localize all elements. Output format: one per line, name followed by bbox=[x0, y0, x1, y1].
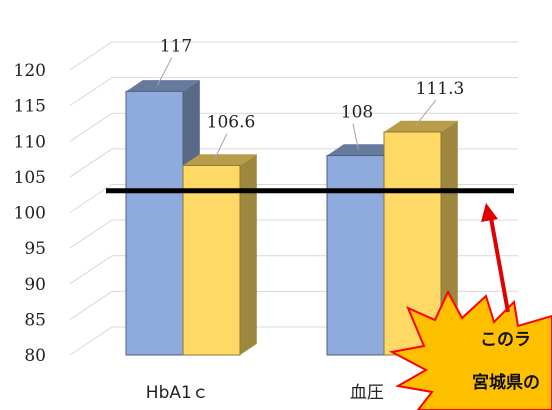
annotation-callout: このラ 宮城県の bbox=[389, 203, 552, 410]
bar-top bbox=[126, 80, 200, 92]
bar-front bbox=[125, 90, 184, 356]
y-tick-label: 85 bbox=[24, 310, 46, 330]
data-label-leader bbox=[213, 133, 228, 160]
bar-front bbox=[182, 164, 241, 356]
bar bbox=[182, 154, 257, 356]
data-label: 108 bbox=[341, 103, 373, 123]
data-label: 106.6 bbox=[207, 112, 256, 132]
data-label: 117 bbox=[160, 36, 192, 56]
y-tick-label: 100 bbox=[14, 204, 46, 224]
bar-side bbox=[240, 154, 257, 355]
category-labels: HbA1ｃ 血圧 bbox=[146, 383, 384, 403]
starburst-shape bbox=[389, 289, 552, 410]
annotation-arrowhead bbox=[481, 203, 498, 222]
gridline bbox=[69, 77, 518, 107]
bar-top bbox=[183, 154, 257, 166]
y-tick-label: 95 bbox=[24, 239, 46, 259]
y-tick-label: 115 bbox=[14, 97, 46, 117]
data-label-leader bbox=[352, 123, 359, 150]
y-tick-label: 105 bbox=[14, 168, 46, 188]
bar-top bbox=[327, 144, 401, 156]
gridline bbox=[69, 112, 518, 142]
data-label: 111.3 bbox=[416, 79, 465, 99]
gridlines bbox=[69, 41, 518, 356]
y-tick-label: 110 bbox=[14, 132, 46, 152]
bar-front bbox=[326, 155, 385, 356]
y-tick-label: 80 bbox=[24, 346, 46, 366]
bar-top bbox=[384, 120, 458, 132]
bars bbox=[125, 80, 458, 356]
y-tick-label: 90 bbox=[24, 275, 46, 295]
y-tick-label: 120 bbox=[14, 61, 46, 81]
annotation-line-1: このラ bbox=[480, 330, 531, 350]
y-axis-ticks: 80 85 90 95 100 105 110 115 120 bbox=[14, 61, 46, 366]
category-label: HbA1ｃ bbox=[146, 383, 209, 403]
data-label-leader bbox=[414, 99, 437, 127]
category-label: 血圧 bbox=[350, 383, 384, 403]
data-label-leader bbox=[156, 57, 173, 86]
annotation-arrow-shaft bbox=[489, 217, 510, 313]
annotation-line-2: 宮城県の bbox=[472, 372, 540, 393]
data-labels: 117 106.6 108 111.3 bbox=[156, 36, 465, 160]
gridline bbox=[69, 41, 518, 71]
